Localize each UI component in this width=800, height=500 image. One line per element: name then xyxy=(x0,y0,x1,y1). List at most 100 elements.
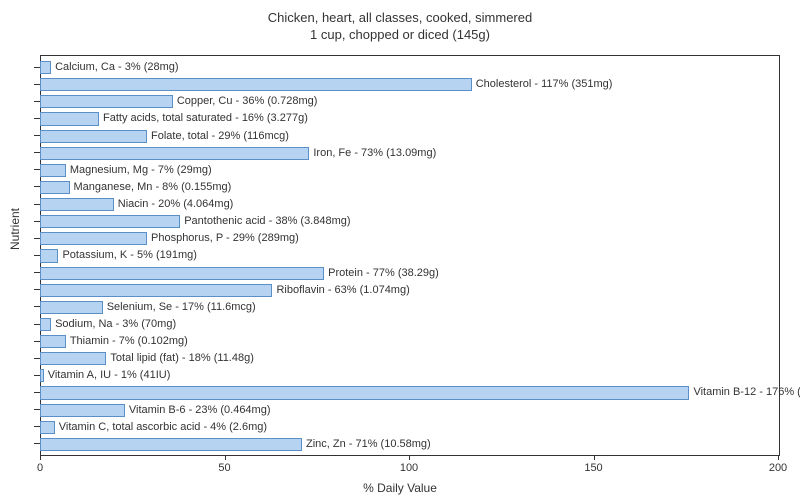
nutrient-bar-label: Riboflavin - 63% (1.074mg) xyxy=(276,284,409,297)
y-tick xyxy=(34,221,40,222)
y-tick xyxy=(34,306,40,307)
nutrient-bar-label: Copper, Cu - 36% (0.728mg) xyxy=(177,95,318,108)
y-tick xyxy=(34,101,40,102)
bar-row: Magnesium, Mg - 7% (29mg) xyxy=(40,162,779,179)
y-tick xyxy=(34,67,40,68)
bar-row: Manganese, Mn - 8% (0.155mg) xyxy=(40,179,779,196)
nutrient-bar xyxy=(40,335,66,348)
y-tick xyxy=(34,375,40,376)
nutrient-bar-label: Niacin - 20% (4.064mg) xyxy=(118,198,234,211)
nutrient-bar xyxy=(40,61,51,74)
x-tick-label: 50 xyxy=(218,462,230,474)
y-axis-label: Nutrient xyxy=(8,208,22,250)
bar-row: Copper, Cu - 36% (0.728mg) xyxy=(40,93,779,110)
x-tick-label: 200 xyxy=(769,462,787,474)
nutrient-bar xyxy=(40,95,173,108)
nutrient-bar-label: Thiamin - 7% (0.102mg) xyxy=(70,335,188,348)
nutrient-bar-label: Protein - 77% (38.29g) xyxy=(328,267,439,280)
nutrient-bar xyxy=(40,198,114,211)
plot-area: Calcium, Ca - 3% (28mg) Cholesterol - 117… xyxy=(40,55,780,455)
nutrient-bar-label: Folate, total - 29% (116mcg) xyxy=(151,130,289,143)
bar-row: Zinc, Zn - 71% (10.58mg) xyxy=(40,436,779,453)
x-tick-label: 0 xyxy=(37,462,43,474)
nutrient-bar-label: Phosphorus, P - 29% (289mg) xyxy=(151,232,299,245)
y-tick xyxy=(34,135,40,136)
bar-row: Vitamin C, total ascorbic acid - 4% (2.6… xyxy=(40,419,779,436)
nutrition-chart: Chicken, heart, all classes, cooked, sim… xyxy=(0,0,800,500)
bar-row: Protein - 77% (38.29g) xyxy=(40,265,779,282)
y-tick xyxy=(34,186,40,187)
bar-row: Vitamin B-6 - 23% (0.464mg) xyxy=(40,402,779,419)
nutrient-bar xyxy=(40,267,324,280)
bar-row: Sodium, Na - 3% (70mg) xyxy=(40,316,779,333)
nutrient-bar-label: Selenium, Se - 17% (11.6mcg) xyxy=(107,301,256,314)
bars-container: Calcium, Ca - 3% (28mg) Cholesterol - 117… xyxy=(40,59,779,453)
x-tick xyxy=(40,455,41,460)
x-axis-label: % Daily Value xyxy=(0,481,800,495)
nutrient-bar-label: Iron, Fe - 73% (13.09mg) xyxy=(313,147,436,160)
nutrient-bar xyxy=(40,232,147,245)
nutrient-bar xyxy=(40,421,55,434)
nutrient-bar-label: Vitamin B-12 - 176% (10.57mcg) xyxy=(693,386,800,399)
bar-row: Fatty acids, total saturated - 16% (3.27… xyxy=(40,110,779,127)
y-tick xyxy=(34,238,40,239)
bar-row: Iron, Fe - 73% (13.09mg) xyxy=(40,145,779,162)
bar-row: Selenium, Se - 17% (11.6mcg) xyxy=(40,299,779,316)
nutrient-bar xyxy=(40,386,689,399)
nutrient-bar-label: Potassium, K - 5% (191mg) xyxy=(62,249,197,262)
nutrient-bar-label: Magnesium, Mg - 7% (29mg) xyxy=(70,164,212,177)
nutrient-bar-label: Fatty acids, total saturated - 16% (3.27… xyxy=(103,112,308,125)
x-tick-label: 150 xyxy=(584,462,602,474)
bar-row: Folate, total - 29% (116mcg) xyxy=(40,128,779,145)
y-tick xyxy=(34,358,40,359)
nutrient-bar-label: Calcium, Ca - 3% (28mg) xyxy=(55,61,178,74)
nutrient-bar-label: Sodium, Na - 3% (70mg) xyxy=(55,318,176,331)
x-tick xyxy=(409,455,410,460)
y-tick xyxy=(34,443,40,444)
bar-row: Riboflavin - 63% (1.074mg) xyxy=(40,282,779,299)
y-tick xyxy=(34,204,40,205)
nutrient-bar-label: Vitamin C, total ascorbic acid - 4% (2.6… xyxy=(59,421,267,434)
nutrient-bar-label: Zinc, Zn - 71% (10.58mg) xyxy=(306,438,431,451)
bar-row: Cholesterol - 117% (351mg) xyxy=(40,76,779,93)
y-tick xyxy=(34,409,40,410)
nutrient-bar xyxy=(40,147,309,160)
bar-row: Pantothenic acid - 38% (3.848mg) xyxy=(40,213,779,230)
x-tick xyxy=(778,455,779,460)
nutrient-bar xyxy=(40,318,51,331)
nutrient-bar xyxy=(40,130,147,143)
y-tick xyxy=(34,341,40,342)
nutrient-bar xyxy=(40,404,125,417)
y-tick xyxy=(34,289,40,290)
y-tick xyxy=(34,272,40,273)
nutrient-bar-label: Vitamin B-6 - 23% (0.464mg) xyxy=(129,404,271,417)
nutrient-bar xyxy=(40,352,106,365)
nutrient-bar xyxy=(40,164,66,177)
nutrient-bar xyxy=(40,112,99,125)
bar-row: Total lipid (fat) - 18% (11.48g) xyxy=(40,350,779,367)
bar-row: Potassium, K - 5% (191mg) xyxy=(40,247,779,264)
y-tick xyxy=(34,118,40,119)
y-tick xyxy=(34,255,40,256)
title-line-2: 1 cup, chopped or diced (145g) xyxy=(310,27,490,42)
nutrient-bar xyxy=(40,249,58,262)
x-tick-label: 100 xyxy=(400,462,418,474)
nutrient-bar-label: Vitamin A, IU - 1% (41IU) xyxy=(48,369,171,382)
nutrient-bar-label: Total lipid (fat) - 18% (11.48g) xyxy=(110,352,253,365)
bar-row: Niacin - 20% (4.064mg) xyxy=(40,196,779,213)
bar-row: Phosphorus, P - 29% (289mg) xyxy=(40,230,779,247)
y-tick xyxy=(34,169,40,170)
y-tick xyxy=(34,84,40,85)
y-tick xyxy=(34,152,40,153)
nutrient-bar xyxy=(40,78,472,91)
nutrient-bar-label: Cholesterol - 117% (351mg) xyxy=(476,78,613,91)
nutrient-bar xyxy=(40,369,44,382)
nutrient-bar-label: Manganese, Mn - 8% (0.155mg) xyxy=(74,181,232,194)
x-tick xyxy=(594,455,595,460)
nutrient-bar-label: Pantothenic acid - 38% (3.848mg) xyxy=(184,215,350,228)
nutrient-bar xyxy=(40,181,70,194)
nutrient-bar xyxy=(40,284,272,297)
y-tick xyxy=(34,324,40,325)
nutrient-bar xyxy=(40,438,302,451)
y-tick xyxy=(34,426,40,427)
